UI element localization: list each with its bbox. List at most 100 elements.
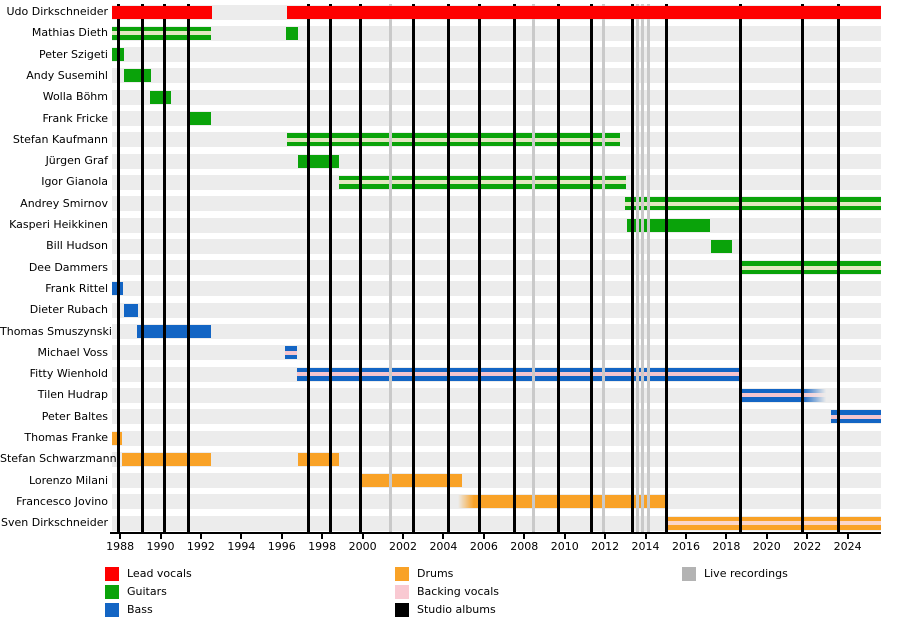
bar-stripe [284,350,297,355]
studio-album-line [512,4,516,533]
row-band [112,387,881,403]
member-name-label: Michael Voss [37,345,109,359]
x-axis-tick [240,534,243,539]
timeline-bar [284,346,297,360]
timeline-bar [286,5,881,19]
member-name-label: Lorenzo Milani [28,473,108,487]
timeline-bar [296,367,741,381]
member-name-label: Fitty Wienhold [29,367,108,381]
timeline-bar [741,261,881,275]
studio-album-line [447,4,450,533]
x-axis-line [110,532,881,534]
x-axis-tick [765,534,768,539]
x-axis-tick-label: 1988 [106,540,135,553]
legend-label: Studio albums [417,603,496,616]
legend-item: Drums [395,565,499,583]
studio-album-line [163,4,167,533]
legend-item: Bass [105,601,192,619]
timeline-bar [150,90,171,104]
row-band [112,430,881,446]
legend-swatch-backing-vocals [395,585,409,599]
studio-album-line [478,4,482,533]
x-axis-tick [563,534,566,539]
timeline-bar [831,410,881,424]
studio-album-line [116,4,120,533]
legend-swatch-live-recordings [682,567,696,581]
studio-album-line [557,4,561,533]
x-axis-tick-label: 1998 [308,540,337,553]
x-axis-tick-label: 2004 [429,540,458,553]
legend-swatch-bass [105,603,119,617]
bar-stripe [831,414,881,419]
timeline-bar [297,452,340,466]
member-name-label: Jürgen Graf [45,154,108,168]
member-name-label: Tilen Hudrap [37,388,108,402]
timeline-bar [627,218,711,232]
row-band [112,345,881,361]
x-axis-tick-label: 1996 [267,540,296,553]
timeline-bar [457,495,667,509]
studio-album-line [328,4,332,533]
timeline-bar [711,239,733,253]
x-axis-tick-label: 2022 [793,540,822,553]
x-axis-tick [442,534,445,539]
x-axis-tick [684,534,687,539]
legend-item: Live recordings [682,565,788,583]
row-band [112,153,881,169]
member-name-label: Kasperi Heikkinen [9,218,108,231]
live-recording-line [601,4,605,533]
x-axis-tick [482,534,485,539]
bar-stripe [339,180,627,185]
legend-label: Bass [127,603,153,616]
studio-album-line [800,4,804,533]
x-axis-tick [402,534,405,539]
x-axis-tick-label: 1994 [227,540,256,553]
bar-stripe [666,521,881,526]
x-axis-tick-label: 2016 [671,540,700,553]
row-band [112,324,881,339]
member-name-label: Andy Susemihl [26,68,108,82]
studio-album-line [411,4,415,533]
legend-column: Drums Backing vocals Studio albums [395,565,499,619]
live-recording-line [389,4,393,533]
legend-label: Guitars [127,585,167,598]
member-name-label: Bill Hudson [46,239,108,253]
member-name-label: Wolla Böhm [42,90,108,104]
bar-stripe [741,393,827,398]
x-axis-tick-label: 2002 [389,540,418,553]
member-name-label: Peter Szigeti [38,47,108,61]
x-axis-tick-label: 2000 [348,540,377,553]
studio-album-line [187,4,191,533]
x-axis-tick [159,534,162,539]
studio-album-line [630,4,634,533]
timeline-bar [360,474,462,488]
legend-label: Drums [417,567,454,580]
member-name-label: Igor Gianola [41,175,108,189]
row-band [112,68,881,84]
x-axis-tick [806,534,809,539]
x-axis-tick-label: 2014 [631,540,660,553]
legend-column: Live recordings [682,565,788,583]
x-axis-tick-label: 2018 [712,540,741,553]
timeline-bar [124,69,152,83]
member-name-label: Sven Dirkschneider [1,516,108,530]
x-axis-tick [644,534,647,539]
x-axis-tick-label: 2010 [550,540,579,553]
legend-item: Lead vocals [105,565,192,583]
timeline-bar [112,5,213,19]
member-name-label: Peter Baltes [41,409,108,423]
studio-album-line [359,4,363,533]
timeline-bar [137,325,212,338]
studio-album-line [739,4,743,533]
row-band [112,473,881,489]
studio-album-line [590,4,594,533]
x-axis-tick [119,534,122,539]
studio-album-line [306,4,310,533]
row-band [112,260,881,276]
legend-item: Backing vocals [395,583,499,601]
timeline-bar [625,197,881,211]
timeline-bar [666,516,881,530]
x-axis-tick [523,534,526,539]
x-axis-tick [604,534,607,539]
row-band [112,25,881,41]
